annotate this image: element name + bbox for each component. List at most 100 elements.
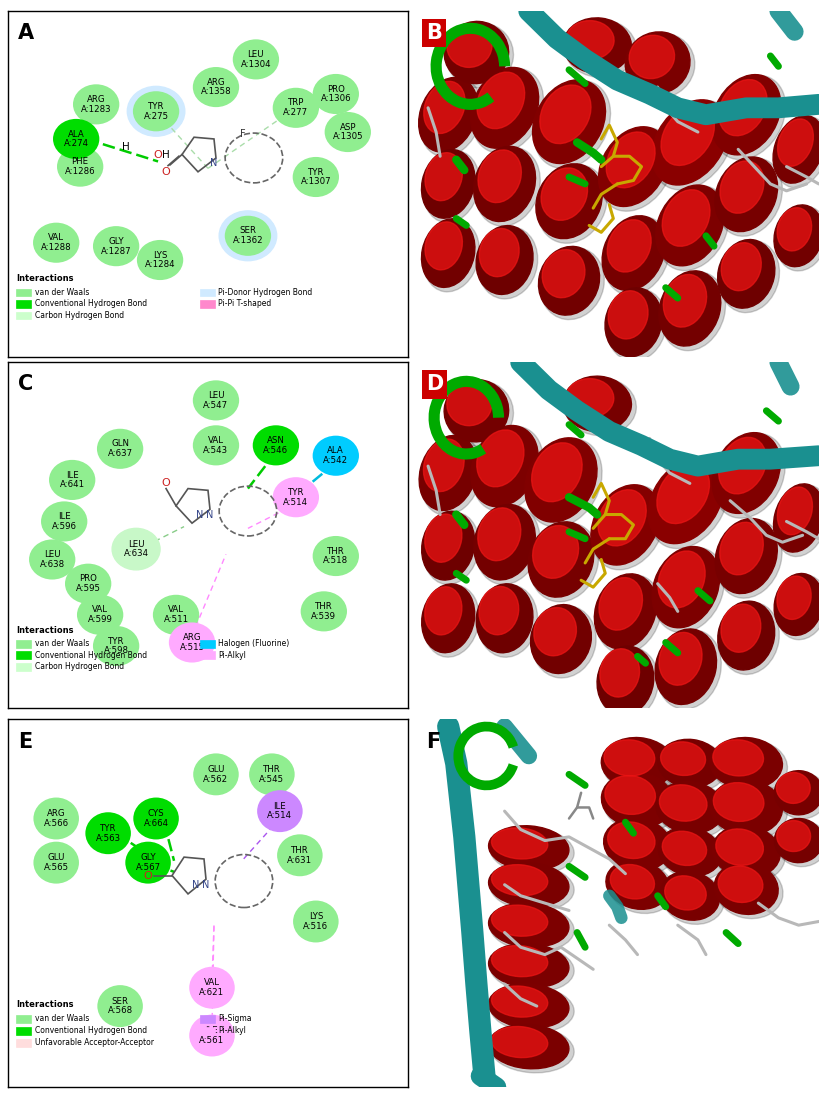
Ellipse shape bbox=[598, 490, 646, 546]
Text: ALA
A:542: ALA A:542 bbox=[323, 447, 348, 466]
Ellipse shape bbox=[662, 831, 706, 865]
Ellipse shape bbox=[714, 783, 764, 821]
Ellipse shape bbox=[447, 382, 492, 426]
Text: ILE
A:514: ILE A:514 bbox=[267, 802, 293, 820]
Ellipse shape bbox=[592, 485, 665, 570]
Circle shape bbox=[93, 226, 139, 266]
Ellipse shape bbox=[777, 820, 810, 852]
Ellipse shape bbox=[490, 986, 574, 1032]
Ellipse shape bbox=[662, 873, 724, 925]
Circle shape bbox=[293, 900, 338, 942]
Ellipse shape bbox=[490, 905, 574, 952]
Bar bbox=[17, 1027, 31, 1034]
Circle shape bbox=[189, 1015, 235, 1056]
Ellipse shape bbox=[663, 274, 706, 327]
Ellipse shape bbox=[713, 740, 763, 776]
Ellipse shape bbox=[608, 291, 648, 339]
Text: GLU
A:565: GLU A:565 bbox=[44, 853, 69, 872]
Ellipse shape bbox=[425, 586, 462, 635]
Ellipse shape bbox=[776, 574, 827, 640]
Ellipse shape bbox=[534, 80, 610, 168]
Ellipse shape bbox=[604, 818, 672, 871]
Ellipse shape bbox=[491, 945, 547, 977]
Bar bbox=[17, 300, 31, 307]
Ellipse shape bbox=[657, 463, 710, 524]
Ellipse shape bbox=[605, 820, 676, 875]
Text: TYR
A:1307: TYR A:1307 bbox=[300, 168, 331, 187]
Text: ILE
A:641: ILE A:641 bbox=[60, 471, 84, 490]
Ellipse shape bbox=[657, 186, 729, 270]
Ellipse shape bbox=[608, 822, 655, 859]
Ellipse shape bbox=[472, 68, 543, 153]
Bar bbox=[17, 640, 31, 648]
Ellipse shape bbox=[489, 943, 569, 988]
Ellipse shape bbox=[563, 377, 632, 432]
Text: ALA
A:274: ALA A:274 bbox=[64, 130, 88, 148]
Ellipse shape bbox=[489, 903, 569, 948]
Ellipse shape bbox=[476, 430, 524, 486]
Circle shape bbox=[41, 502, 88, 541]
Ellipse shape bbox=[608, 862, 674, 914]
Text: H: H bbox=[162, 149, 170, 159]
Ellipse shape bbox=[629, 35, 675, 79]
Ellipse shape bbox=[422, 512, 475, 580]
Text: O: O bbox=[144, 871, 152, 881]
Ellipse shape bbox=[775, 116, 827, 188]
Ellipse shape bbox=[446, 381, 514, 446]
Ellipse shape bbox=[471, 67, 538, 148]
Ellipse shape bbox=[480, 228, 519, 277]
Circle shape bbox=[194, 753, 239, 795]
Ellipse shape bbox=[659, 271, 721, 346]
Text: A: A bbox=[18, 23, 35, 43]
Circle shape bbox=[301, 592, 347, 631]
Ellipse shape bbox=[649, 458, 729, 549]
Ellipse shape bbox=[716, 864, 783, 919]
Text: F: F bbox=[426, 732, 440, 752]
Ellipse shape bbox=[660, 872, 719, 920]
Ellipse shape bbox=[471, 426, 538, 506]
Ellipse shape bbox=[490, 945, 574, 991]
Text: ILE
A:561: ILE A:561 bbox=[199, 1027, 225, 1045]
Text: O: O bbox=[161, 167, 170, 177]
Ellipse shape bbox=[423, 585, 480, 658]
Ellipse shape bbox=[656, 186, 724, 266]
Text: GLY
A:1287: GLY A:1287 bbox=[101, 237, 131, 256]
Ellipse shape bbox=[773, 115, 825, 183]
Ellipse shape bbox=[596, 574, 662, 653]
Bar bbox=[200, 1027, 215, 1034]
Text: Conventional Hydrogen Bond: Conventional Hydrogen Bond bbox=[35, 300, 146, 309]
Ellipse shape bbox=[525, 438, 597, 522]
Text: ARG
A:515: ARG A:515 bbox=[179, 634, 204, 652]
Text: ARG
A:1283: ARG A:1283 bbox=[81, 96, 112, 114]
Ellipse shape bbox=[425, 222, 462, 270]
Circle shape bbox=[277, 834, 323, 876]
Ellipse shape bbox=[718, 239, 775, 309]
Ellipse shape bbox=[658, 827, 721, 876]
Ellipse shape bbox=[721, 604, 761, 652]
Ellipse shape bbox=[606, 860, 669, 909]
Circle shape bbox=[65, 563, 112, 604]
Ellipse shape bbox=[425, 514, 462, 562]
Ellipse shape bbox=[491, 986, 547, 1017]
Ellipse shape bbox=[774, 205, 823, 267]
Ellipse shape bbox=[776, 206, 827, 271]
Ellipse shape bbox=[710, 738, 782, 789]
Ellipse shape bbox=[423, 439, 464, 492]
Bar bbox=[200, 1015, 215, 1022]
Text: THR
A:518: THR A:518 bbox=[323, 547, 348, 565]
Ellipse shape bbox=[540, 247, 605, 320]
Ellipse shape bbox=[595, 574, 657, 649]
Text: ASN
A:546: ASN A:546 bbox=[263, 436, 289, 455]
Ellipse shape bbox=[601, 738, 674, 789]
Ellipse shape bbox=[661, 742, 705, 775]
Ellipse shape bbox=[533, 526, 579, 579]
Text: Carbon Hydrogen Bond: Carbon Hydrogen Bond bbox=[35, 662, 124, 671]
Ellipse shape bbox=[477, 72, 524, 128]
Circle shape bbox=[273, 478, 319, 517]
Ellipse shape bbox=[777, 208, 811, 251]
Text: N: N bbox=[210, 158, 218, 168]
Circle shape bbox=[33, 842, 79, 884]
Bar bbox=[200, 300, 215, 307]
Ellipse shape bbox=[777, 773, 810, 804]
Ellipse shape bbox=[536, 164, 602, 238]
